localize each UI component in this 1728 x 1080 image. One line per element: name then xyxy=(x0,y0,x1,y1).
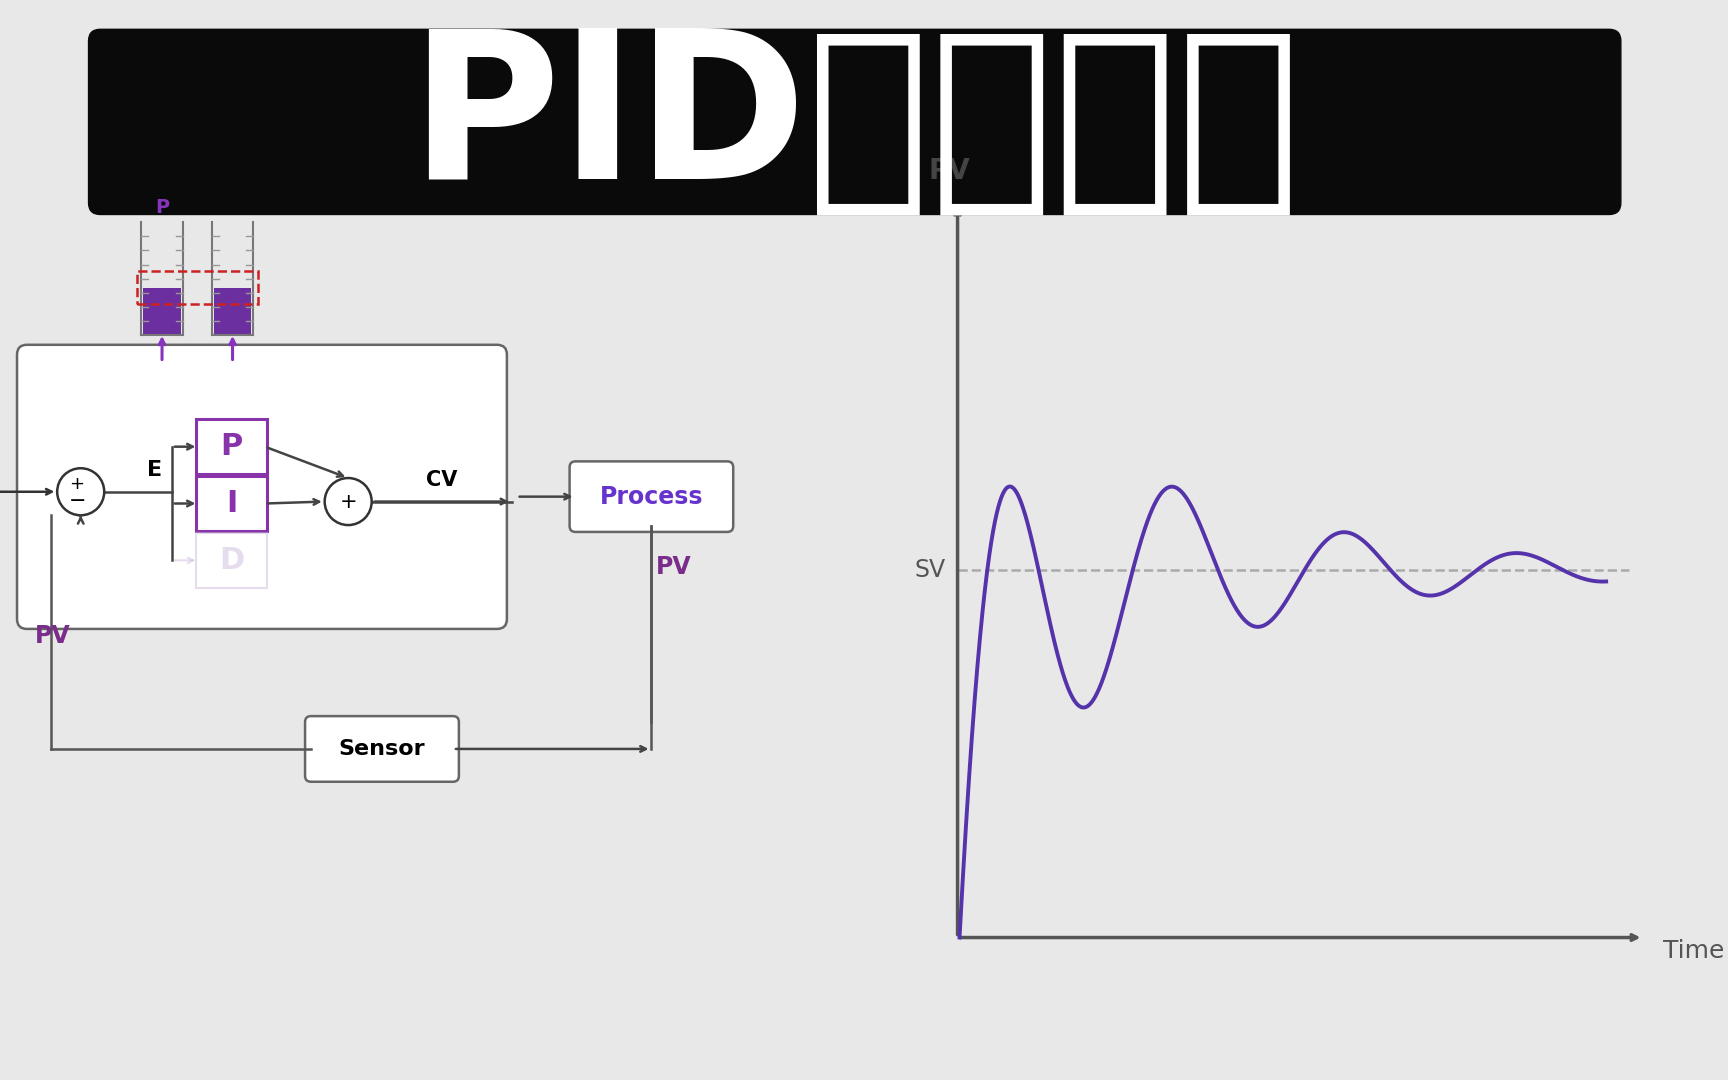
Text: SV: SV xyxy=(914,558,945,582)
Text: I: I xyxy=(226,489,237,518)
Text: E: E xyxy=(147,460,162,480)
Text: Time: Time xyxy=(1662,940,1725,963)
FancyBboxPatch shape xyxy=(197,532,266,588)
Text: CV: CV xyxy=(427,470,458,490)
FancyBboxPatch shape xyxy=(17,345,506,629)
Bar xyxy=(137,271,257,303)
Text: P: P xyxy=(156,199,169,217)
FancyBboxPatch shape xyxy=(197,476,266,531)
Circle shape xyxy=(325,478,372,525)
Text: −: − xyxy=(69,490,86,511)
Text: PV: PV xyxy=(35,624,71,648)
FancyBboxPatch shape xyxy=(88,29,1621,215)
Text: P: P xyxy=(221,432,242,461)
FancyBboxPatch shape xyxy=(570,461,733,532)
FancyBboxPatch shape xyxy=(306,716,460,782)
Text: Sensor: Sensor xyxy=(339,739,425,759)
Text: +: + xyxy=(339,491,358,512)
Text: PV: PV xyxy=(930,157,971,185)
Bar xyxy=(214,288,251,335)
Text: PID如何调参: PID如何调参 xyxy=(410,22,1301,221)
Circle shape xyxy=(57,469,104,515)
Text: +: + xyxy=(69,475,85,492)
Text: Process: Process xyxy=(600,485,703,509)
Text: D: D xyxy=(219,545,244,575)
Text: PV: PV xyxy=(657,555,691,580)
Bar xyxy=(143,288,181,335)
FancyBboxPatch shape xyxy=(197,419,266,474)
